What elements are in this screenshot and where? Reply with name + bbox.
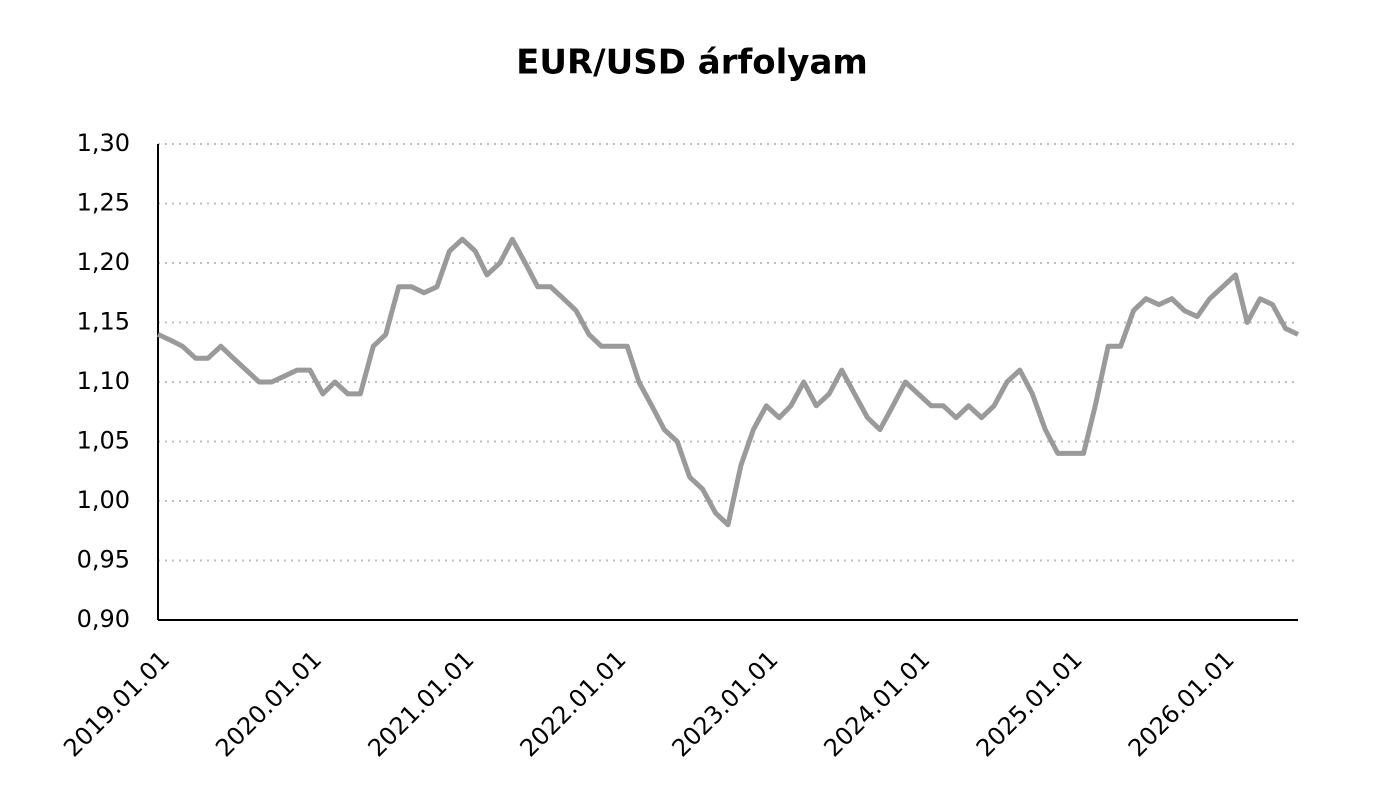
y-tick-label: 1,05 [77,427,130,455]
y-tick-label: 1,00 [77,486,130,514]
x-tick-label: 2025.01.01 [971,645,1088,762]
y-tick-label: 1,25 [77,189,130,217]
x-tick-label: 2021.01.01 [363,645,480,762]
y-tick-label: 1,30 [77,129,130,157]
x-tick-label: 2024.01.01 [818,645,935,762]
x-tick-label: 2023.01.01 [667,645,784,762]
chart-title: EUR/USD árfolyam [516,43,868,83]
y-tick-label: 1,15 [77,308,130,336]
x-tick-label: 2020.01.01 [210,645,327,762]
y-tick-label: 0,95 [77,546,130,574]
y-tick-label: 1,10 [77,367,130,395]
line [156,236,1300,528]
x-tick-label: 2019.01.01 [58,645,175,762]
y-tick-label: 0,90 [77,605,130,633]
x-tick-label: 2026.01.01 [1123,645,1240,762]
x-tick-label: 2022.01.01 [515,645,632,762]
y-tick-label: 1,20 [77,248,130,276]
